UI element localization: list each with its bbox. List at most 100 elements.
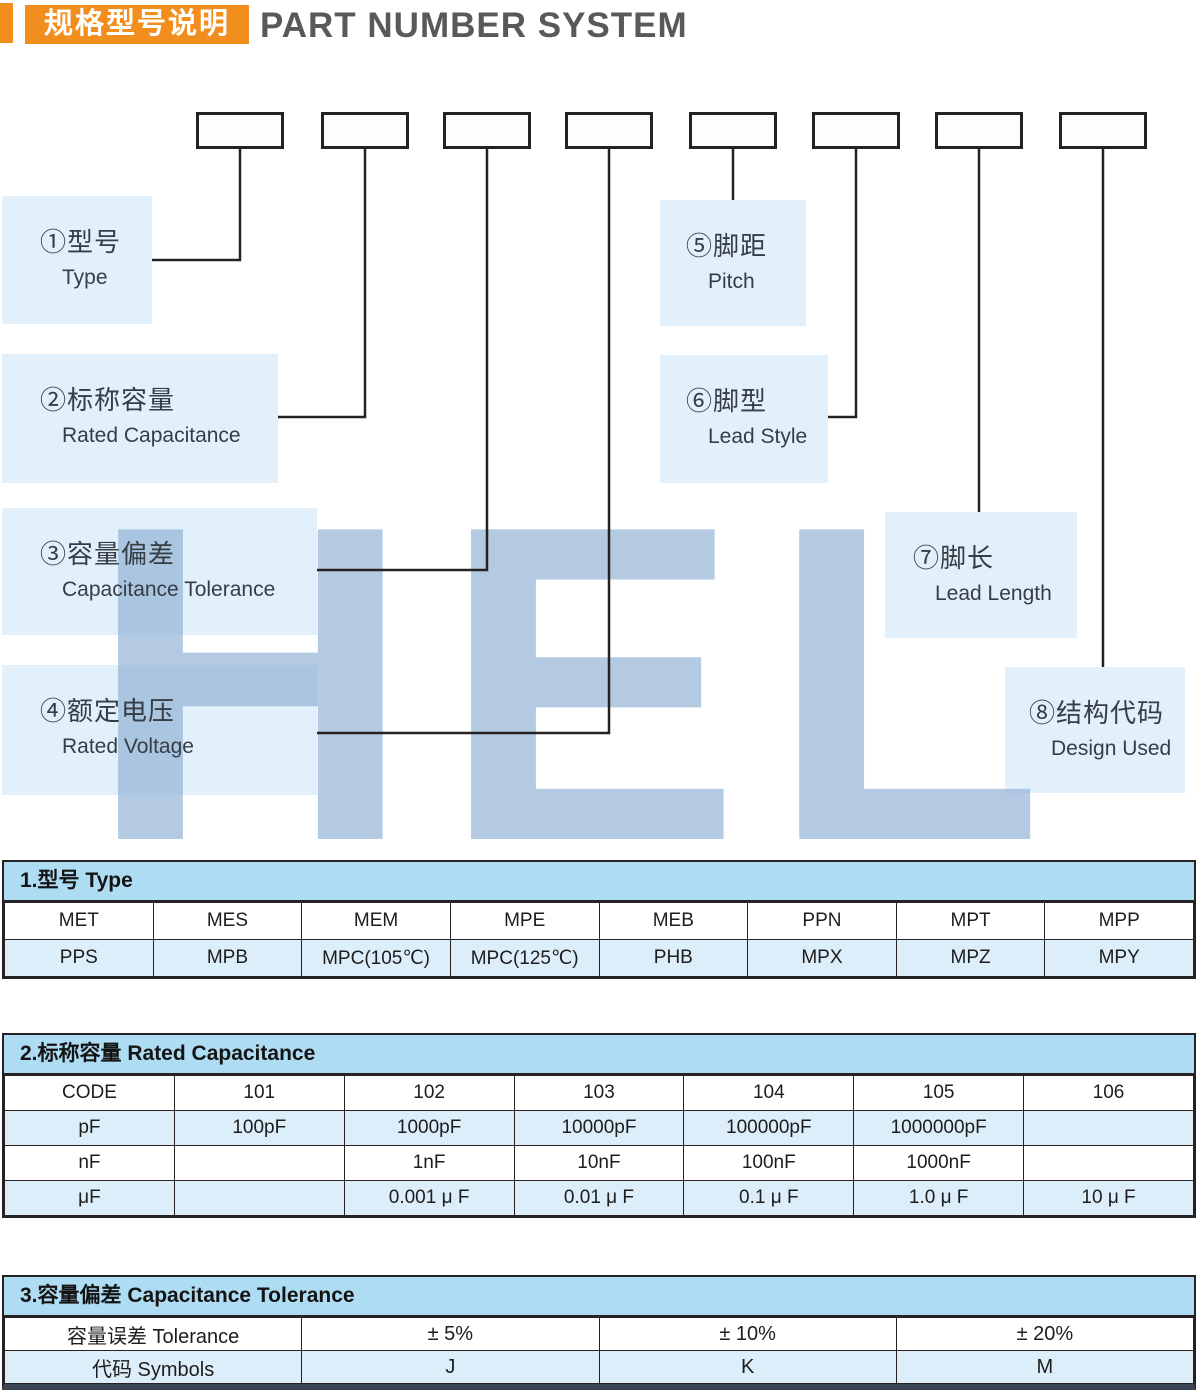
label-lead-length-en: Lead Length xyxy=(935,582,1052,605)
table-cell: MPZ xyxy=(895,939,1046,977)
label-rated-voltage-en: Rated Voltage xyxy=(62,735,194,758)
part-number-diagram: ①型号 Type ②标称容量 Rated Capacitance ③容量偏差 C… xyxy=(2,112,1185,909)
connector-2 xyxy=(278,148,367,419)
label-capacitance-tolerance-en: Capacitance Tolerance xyxy=(62,578,276,601)
table-cell: MPY xyxy=(1044,939,1194,977)
table-row: nF 1nF 10nF 100nF 1000nF xyxy=(4,1145,1194,1181)
connector-6 xyxy=(828,148,858,419)
table-cell: 100pF xyxy=(173,1110,345,1146)
table-rated-capacitance-title: 2.标称容量 Rated Capacitance xyxy=(4,1035,1194,1075)
label-rated-capacitance-en: Rated Capacitance xyxy=(62,424,241,447)
table-row: CODE 101 102 103 104 105 106 xyxy=(4,1075,1194,1111)
table-cell xyxy=(1023,1110,1194,1146)
table-cell: 0.001 μ F xyxy=(343,1180,515,1216)
table-cell: MPC(105℃) xyxy=(301,939,451,977)
table-capacitance-tolerance: 3.容量偏差 Capacitance Tolerance 容量误差 Tolera… xyxy=(2,1275,1196,1390)
code-box-4 xyxy=(565,112,653,149)
table-row: 容量误差 Tolerance ± 5% ± 10% ± 20% xyxy=(3,1317,1195,1351)
table-cell: MPT xyxy=(895,902,1046,940)
diagram-label-lead-length: ⑦脚长 Lead Length xyxy=(885,512,1077,638)
table-rated-capacitance: 2.标称容量 Rated Capacitance CODE 101 102 10… xyxy=(2,1033,1196,1218)
table-row: pF 100pF 1000pF 10000pF 100000pF 1000000… xyxy=(4,1110,1194,1146)
code-box-2 xyxy=(321,112,409,149)
table-cell: 10 μ F xyxy=(1023,1180,1194,1216)
table-cell: 101 xyxy=(173,1075,345,1111)
table-cell: 0.1 μ F xyxy=(683,1180,855,1216)
table-cell: 1nF xyxy=(343,1145,515,1181)
code-box-8 xyxy=(1059,112,1147,149)
table-cell: PHB xyxy=(598,939,749,977)
label-type-en: Type xyxy=(62,266,108,289)
diagram-label-rated-capacitance: ②标称容量 Rated Capacitance xyxy=(2,354,278,483)
table-cell: MEB xyxy=(598,902,749,940)
table-cell: 106 xyxy=(1023,1075,1194,1111)
code-box-3 xyxy=(443,112,531,149)
table-cell: 104 xyxy=(683,1075,855,1111)
table-cell: MPB xyxy=(152,939,303,977)
table-row: MET MES MEM MPE MEB PPN MPT MPP xyxy=(4,902,1194,940)
table-cell: MEM xyxy=(301,902,451,940)
table-cell: MPC(125℃) xyxy=(449,939,600,977)
table-cell: 100000pF xyxy=(683,1110,855,1146)
connector-1 xyxy=(152,148,242,262)
table-cell: J xyxy=(301,1350,600,1384)
table-cell: ± 10% xyxy=(598,1317,897,1351)
table-cell: PPS xyxy=(4,939,154,977)
table-cell: K xyxy=(598,1350,897,1384)
table-cell xyxy=(1023,1145,1194,1181)
table-cell: MES xyxy=(152,902,303,940)
page-title: PART NUMBER SYSTEM xyxy=(260,6,688,45)
table-cell: MET xyxy=(4,902,154,940)
table-cell: 容量误差 Tolerance xyxy=(3,1317,303,1351)
label-rated-voltage-cn: ④额定电压 xyxy=(40,696,176,726)
diagram-label-design-used: ⑧结构代码 Design Used xyxy=(1005,667,1185,793)
table-cell: 0.01 μ F xyxy=(513,1180,685,1216)
diagram-label-capacitance-tolerance: ③容量偏差 Capacitance Tolerance xyxy=(2,508,317,635)
table-cell: MPE xyxy=(449,902,600,940)
table-cell: 1.0 μ F xyxy=(853,1180,1025,1216)
label-pitch-en: Pitch xyxy=(708,270,755,293)
label-type-cn: ①型号 xyxy=(40,227,122,257)
section-badge-cn: 规格型号说明 xyxy=(25,5,249,44)
diagram-label-pitch: ⑤脚距 Pitch xyxy=(660,200,806,326)
diagram-label-rated-voltage: ④额定电压 Rated Voltage xyxy=(2,665,317,795)
label-lead-style-en: Lead Style xyxy=(708,425,808,448)
table-cell: 105 xyxy=(853,1075,1025,1111)
table-cell: pF xyxy=(4,1110,175,1146)
table-cell: M xyxy=(895,1350,1195,1384)
table-cell: 1000pF xyxy=(343,1110,515,1146)
table-type-title: 1.型号 Type xyxy=(4,862,1194,902)
code-box-7 xyxy=(935,112,1023,149)
diagram-label-type: ①型号 Type xyxy=(2,196,152,324)
table-cell: 10nF xyxy=(513,1145,685,1181)
label-lead-length-cn: ⑦脚长 xyxy=(913,543,995,573)
header-accent-bar xyxy=(0,3,13,43)
code-box-5 xyxy=(689,112,777,149)
table-cell: ± 20% xyxy=(895,1317,1195,1351)
label-design-used-cn: ⑧结构代码 xyxy=(1029,698,1165,728)
label-lead-style-cn: ⑥脚型 xyxy=(686,386,768,416)
table-cell: 1000nF xyxy=(853,1145,1025,1181)
code-box-6 xyxy=(812,112,900,149)
table-row: 代码 Symbols J K M xyxy=(3,1350,1195,1384)
table-cell: 103 xyxy=(513,1075,685,1111)
table-cell: nF xyxy=(4,1145,175,1181)
table-cell: 102 xyxy=(343,1075,515,1111)
table-cell: 10000pF xyxy=(513,1110,685,1146)
table-capacitance-tolerance-title: 3.容量偏差 Capacitance Tolerance xyxy=(4,1277,1194,1317)
table-cell: 100nF xyxy=(683,1145,855,1181)
table-cell xyxy=(173,1180,345,1216)
table-cell: MPX xyxy=(747,939,897,977)
label-pitch-cn: ⑤脚距 xyxy=(686,231,768,261)
table-row: PPS MPB MPC(105℃) MPC(125℃) PHB MPX MPZ … xyxy=(4,939,1194,977)
table-cell: PPN xyxy=(747,902,897,940)
table-row: μF 0.001 μ F 0.01 μ F 0.1 μ F 1.0 μ F 10… xyxy=(4,1180,1194,1216)
label-rated-capacitance-cn: ②标称容量 xyxy=(40,385,176,415)
label-capacitance-tolerance-cn: ③容量偏差 xyxy=(40,539,176,569)
table-cell: ± 5% xyxy=(301,1317,600,1351)
code-box-1 xyxy=(196,112,284,149)
table-cell: MPP xyxy=(1044,902,1194,940)
label-design-used-en: Design Used xyxy=(1051,737,1172,760)
table-cell: μF xyxy=(4,1180,175,1216)
